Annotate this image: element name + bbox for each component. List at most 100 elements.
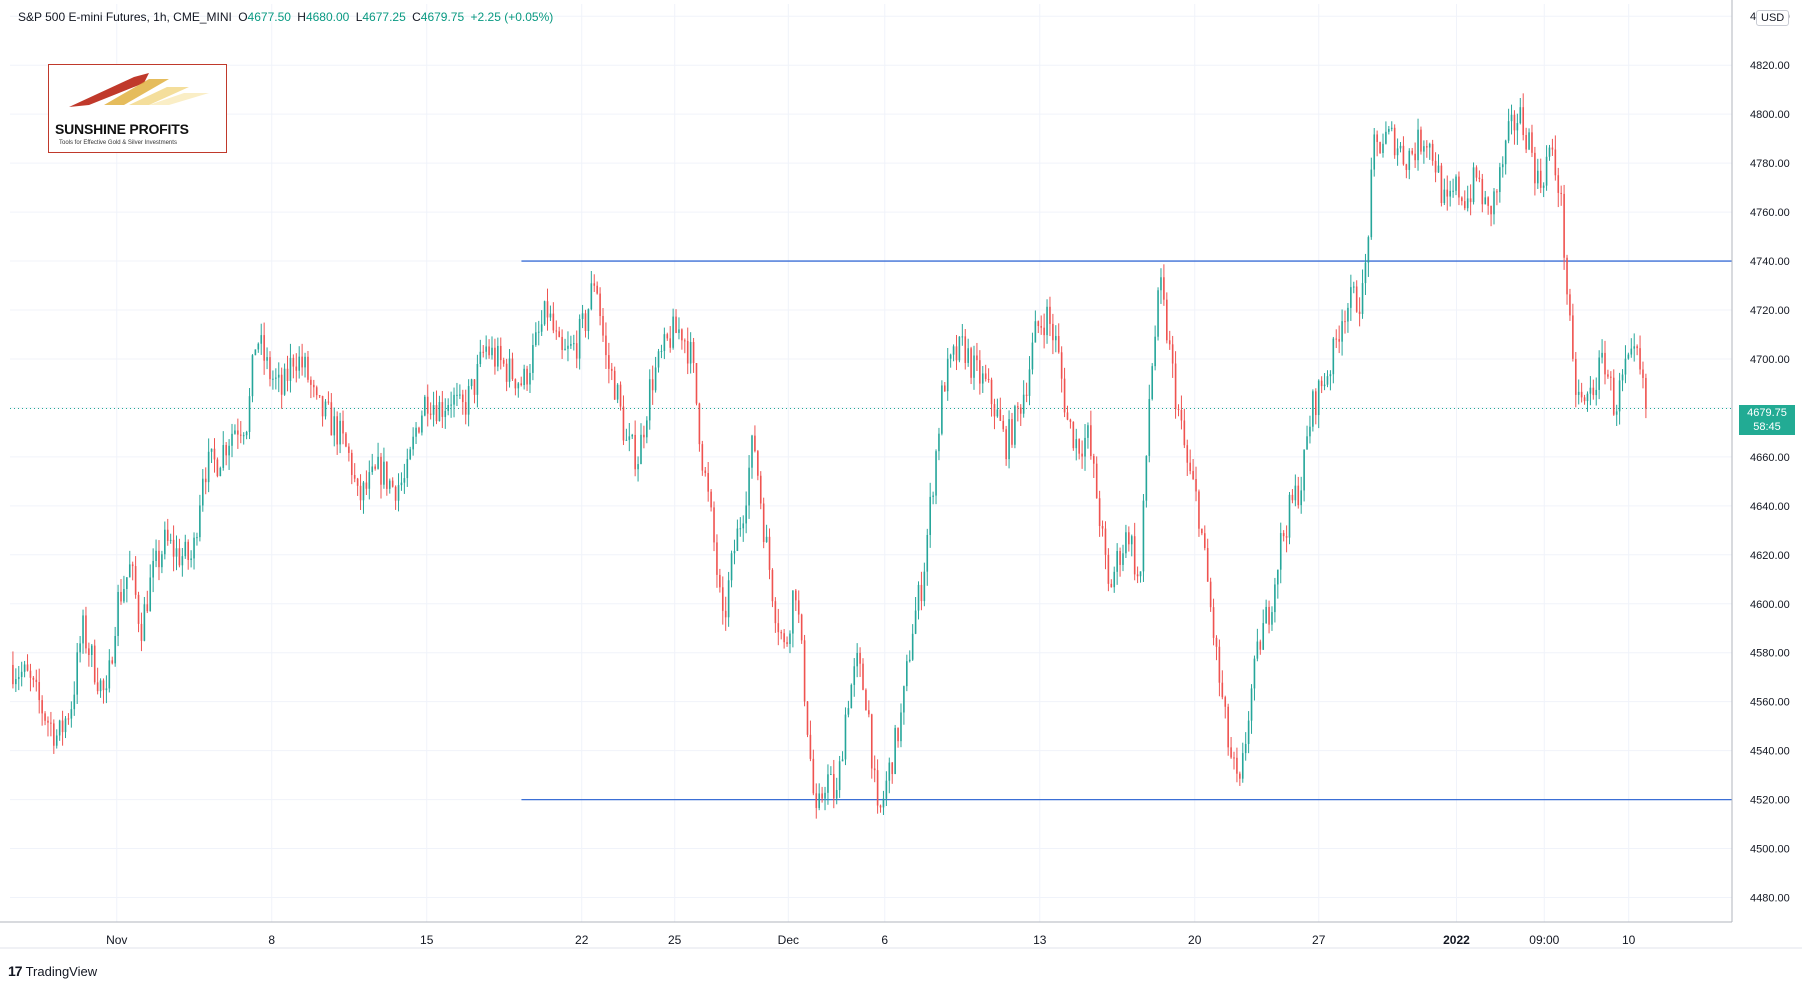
candle-body [622, 406, 625, 441]
candle-body [552, 313, 555, 331]
candle-body [1426, 146, 1428, 148]
candle-body [1166, 299, 1168, 341]
candle-body [502, 360, 505, 364]
candle-body [1574, 358, 1577, 395]
candle-body [1347, 307, 1349, 322]
candle-body [806, 701, 809, 735]
candle-body [1572, 315, 1574, 359]
candle-body [38, 682, 41, 701]
candle-body [1624, 358, 1627, 375]
y-tick-label: 4760.00 [1750, 207, 1790, 219]
candle-body [315, 387, 318, 396]
candle-body [730, 553, 733, 581]
candle-body [689, 342, 692, 364]
candle-body [1338, 339, 1340, 342]
candle-body [1352, 286, 1355, 288]
candle-body [464, 402, 467, 415]
candle-body [1496, 191, 1498, 193]
candle-body [774, 601, 777, 624]
candle-body [181, 556, 184, 566]
candle-body [283, 368, 286, 395]
candle-body [222, 445, 225, 468]
candle-body [1621, 374, 1624, 381]
candle-body [1443, 189, 1446, 204]
candle-body [777, 623, 780, 633]
candle-body [55, 735, 58, 746]
candle-body [514, 379, 517, 389]
candle-body [599, 293, 601, 317]
candle-body [891, 762, 894, 775]
candle-body [1198, 491, 1200, 529]
candle-body [1113, 571, 1116, 588]
candle-body [1008, 419, 1010, 460]
candle-body [1484, 197, 1487, 205]
candle-body [342, 420, 344, 434]
candle-body [313, 384, 315, 388]
candle-body [1236, 757, 1238, 774]
candle-body [888, 762, 891, 781]
candle-body [634, 434, 636, 470]
candle-body [166, 529, 169, 541]
candle-body [444, 410, 447, 417]
logo-tagline: Tools for Effective Gold & Silver Invest… [59, 140, 177, 146]
candle-body [540, 324, 543, 332]
candle-body [1206, 548, 1209, 582]
candle-body [698, 403, 701, 445]
candle-body [403, 478, 406, 483]
candle-body [1282, 533, 1285, 537]
candle-body [646, 420, 648, 438]
candle-body [386, 461, 388, 489]
candle-body [494, 347, 496, 367]
candle-body [979, 360, 981, 384]
candle-body [1081, 453, 1083, 457]
x-tick-label: 10 [1622, 933, 1636, 947]
candle-body [476, 364, 479, 395]
candle-body [651, 379, 654, 391]
candle-body [1537, 170, 1539, 184]
candle-body [187, 541, 189, 560]
candle-body [61, 720, 64, 733]
candle-body [596, 285, 598, 294]
candle-body [943, 385, 946, 392]
tradingview-branding[interactable]: 17 TradingView [8, 963, 97, 979]
candle-body [1583, 397, 1586, 402]
candle-body [976, 355, 978, 361]
candle-body [1595, 389, 1598, 396]
candle-body [1174, 363, 1177, 409]
candle-body [1420, 129, 1422, 152]
candle-body [1171, 344, 1174, 364]
candle-body [93, 645, 96, 683]
candle-body [850, 684, 853, 709]
candle-body [885, 780, 888, 799]
candle-body [973, 355, 975, 378]
candle-body [575, 343, 578, 359]
candle-body [1119, 551, 1121, 565]
candle-body [140, 623, 143, 641]
candle-body [1382, 143, 1384, 154]
candle-body [368, 472, 371, 489]
x-axis-tick-labels: Nov 8 15 22 25 Dec 6 13 20 27 2022 09:00 10 [106, 933, 1636, 947]
candle-body [517, 383, 520, 389]
currency-button[interactable]: USD [1756, 10, 1790, 26]
candle-body [26, 664, 29, 671]
candle-body [1534, 152, 1536, 184]
candle-body [879, 805, 882, 808]
candle-body [377, 456, 379, 469]
candle-body [1110, 583, 1113, 588]
candle-body [532, 345, 534, 373]
candle-body [1490, 205, 1492, 215]
candle-body [961, 336, 964, 338]
candle-body [1592, 387, 1595, 396]
candle-body [1288, 494, 1291, 538]
candle-body [996, 409, 999, 417]
candle-body [955, 346, 958, 361]
candle-body [1449, 190, 1451, 197]
candle-body [710, 491, 712, 508]
candle-body [149, 577, 152, 612]
candle-body [1107, 554, 1110, 584]
candle-body [669, 338, 672, 348]
candle-body [99, 680, 102, 692]
candle-body [800, 614, 803, 641]
candle-body [856, 652, 858, 667]
